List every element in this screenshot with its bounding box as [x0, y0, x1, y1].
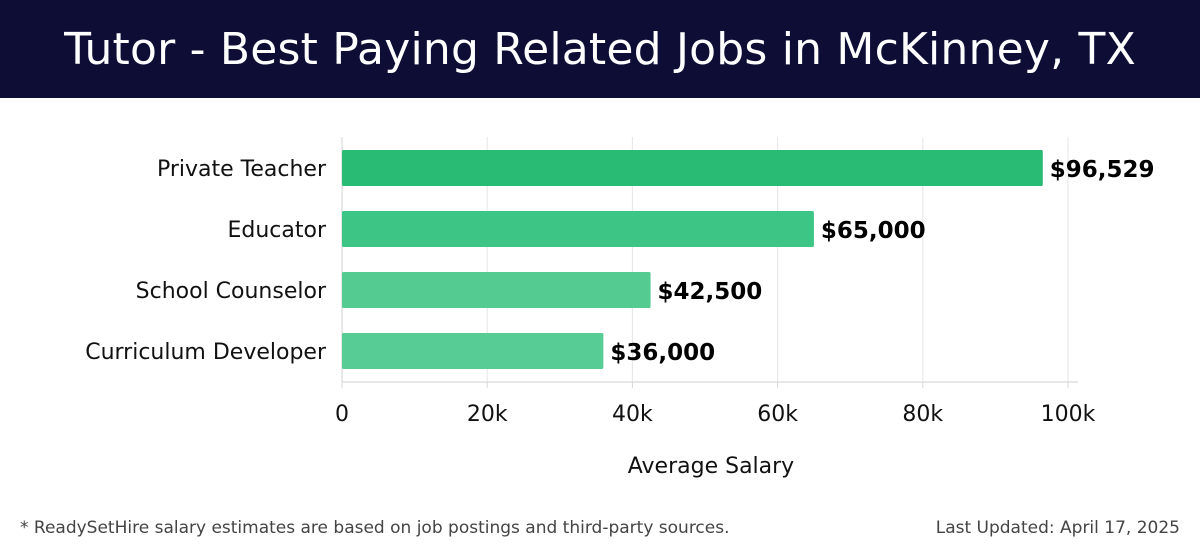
category-label-0: Private Teacher	[157, 157, 327, 182]
footnote: * ReadySetHire salary estimates are base…	[20, 518, 730, 538]
category-label-1: Educator	[227, 218, 326, 243]
x-tick-label-5: 100k	[1041, 402, 1096, 427]
x-tick-label-4: 80k	[902, 402, 943, 427]
last-updated: Last Updated: April 17, 2025	[935, 518, 1180, 538]
x-tick-label-1: 20k	[467, 402, 508, 427]
x-tick-label-0: 0	[335, 402, 349, 427]
x-axis-title: Average Salary	[628, 454, 794, 479]
x-tick-label-3: 60k	[757, 402, 798, 427]
x-tick-label-2: 40k	[612, 402, 653, 427]
page-title: Tutor - Best Paying Related Jobs in McKi…	[64, 23, 1136, 75]
value-label-2: $42,500	[658, 279, 763, 305]
header-bar: Tutor - Best Paying Related Jobs in McKi…	[0, 0, 1200, 98]
value-label-1: $65,000	[821, 218, 926, 244]
category-label-3: Curriculum Developer	[85, 340, 327, 365]
value-label-0: $96,529	[1050, 157, 1155, 183]
value-label-3: $36,000	[610, 340, 715, 366]
bar-0	[342, 150, 1043, 186]
category-label-2: School Counselor	[136, 279, 327, 304]
bar-1	[342, 211, 814, 247]
bar-3	[342, 333, 604, 369]
salary-bar-chart: 0 20k 40k 60k 80k 100k Private Teacher $96,529 E…	[85, 137, 1155, 479]
bar-2	[342, 272, 651, 308]
